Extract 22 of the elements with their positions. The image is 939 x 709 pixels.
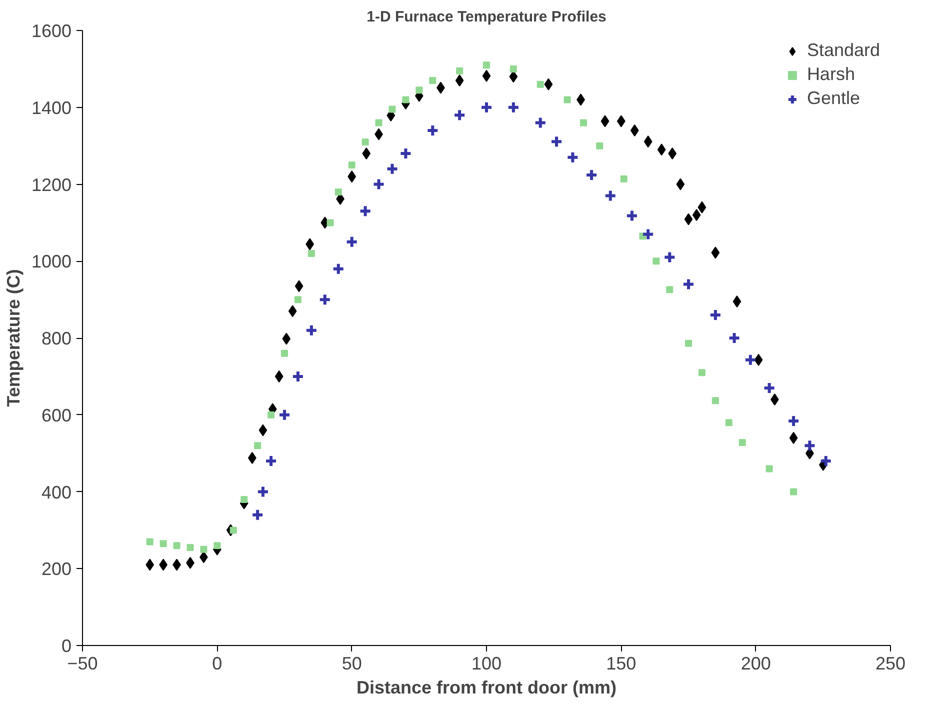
- x-axis-title: Distance from front door (mm): [356, 678, 617, 698]
- legend-label: Standard: [806, 40, 880, 61]
- y-tick-label: 1400: [31, 98, 72, 118]
- y-tick-label: 1000: [31, 252, 72, 272]
- y-tick-label: 1200: [31, 174, 72, 195]
- x-tick-label: 0: [212, 654, 222, 674]
- y-tick-label: 600: [41, 405, 72, 426]
- x-tick-label: 200: [740, 654, 771, 674]
- y-tick-label: 800: [41, 328, 72, 348]
- x-tick-label: −50: [67, 654, 98, 674]
- legend-label: Harsh: [806, 64, 855, 85]
- chart-title: 1-D Furnace Temperature Profiles: [366, 8, 606, 26]
- y-tick-label: 400: [41, 482, 72, 502]
- x-tick-label: 250: [875, 654, 906, 674]
- y-axis-title: Temperature (C): [3, 269, 24, 407]
- x-tick-label: 150: [606, 654, 636, 674]
- y-tick-label: 1600: [31, 21, 72, 41]
- y-tick-label: 0: [61, 636, 72, 656]
- y-tick-label: 200: [41, 559, 72, 580]
- legend-label: Gentle: [806, 88, 860, 109]
- x-tick-label: 50: [342, 654, 362, 674]
- x-tick-label: 100: [471, 654, 502, 674]
